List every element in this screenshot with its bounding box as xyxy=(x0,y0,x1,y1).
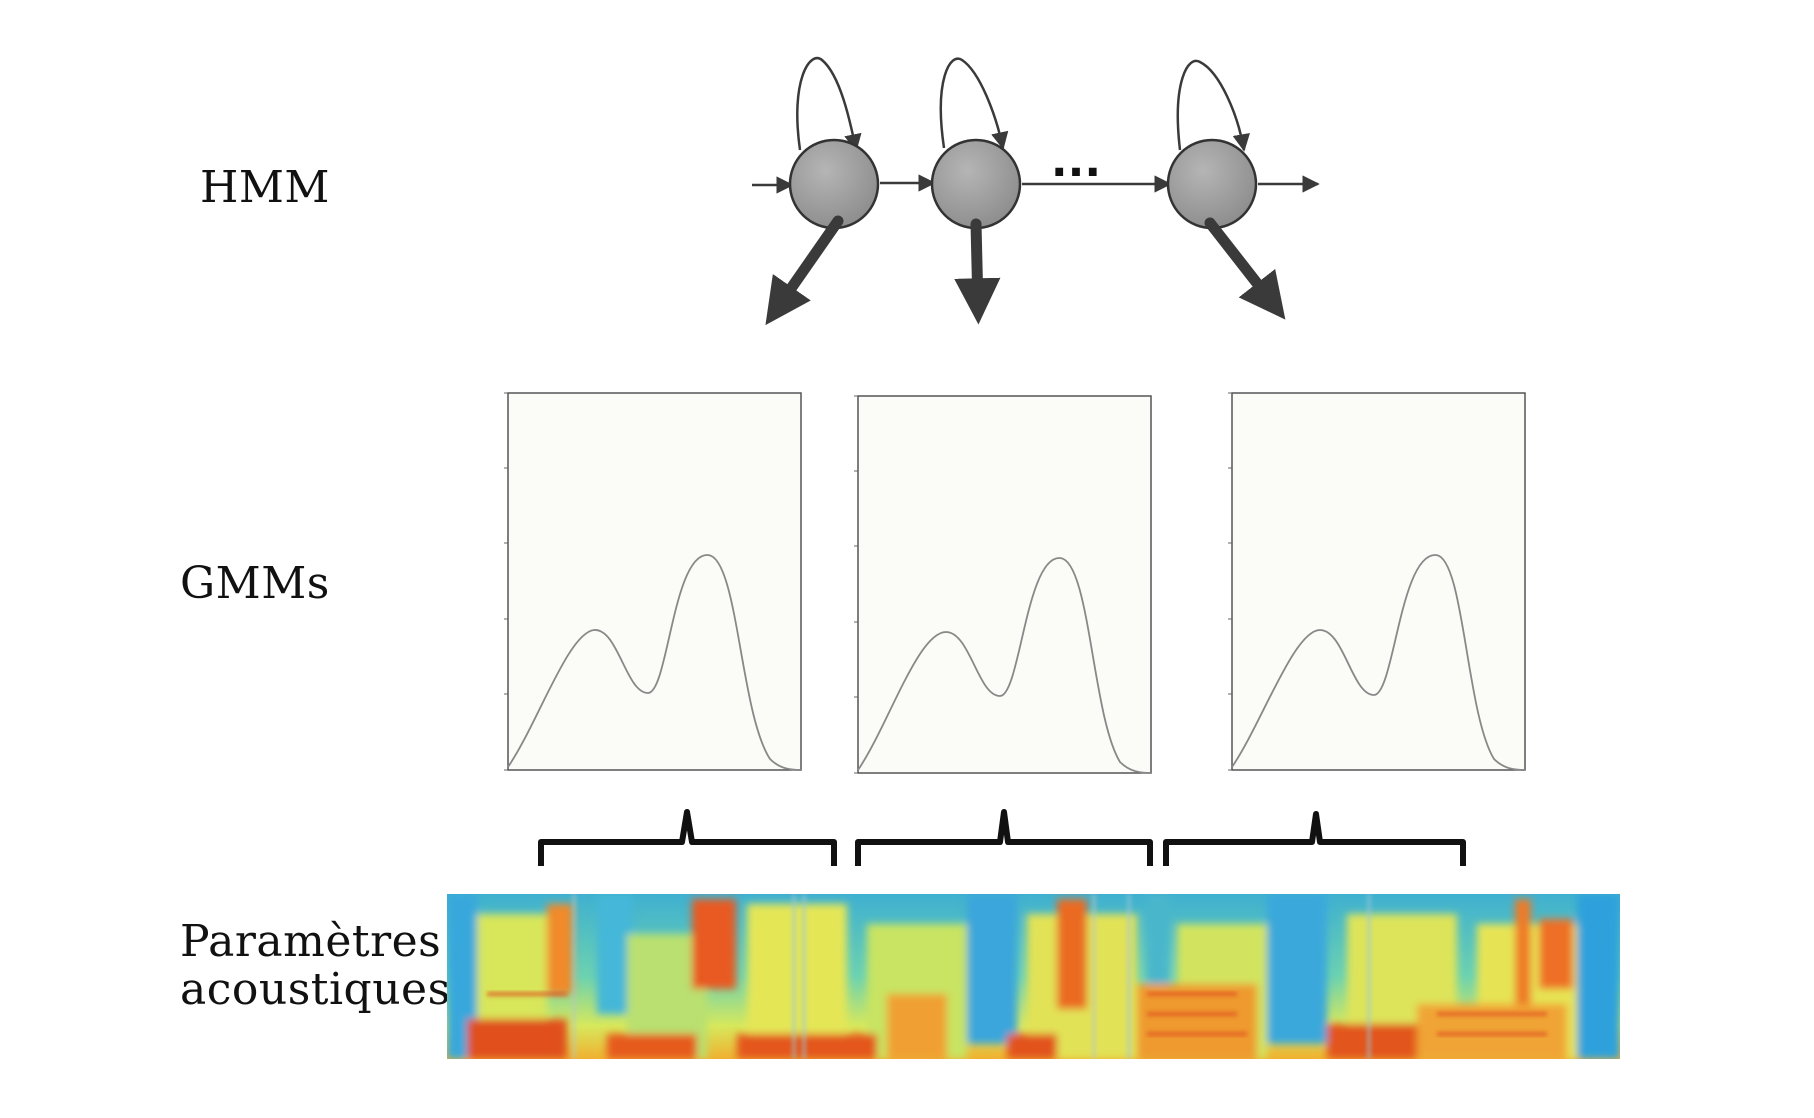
segment-brace xyxy=(538,809,837,866)
self-loop-arrow xyxy=(939,57,1009,150)
self-loop-arrow xyxy=(796,57,862,152)
acoustic-label-line2: acoustiques xyxy=(180,964,451,1016)
ellipsis: ... xyxy=(1051,136,1101,187)
emission-arrow xyxy=(1204,217,1286,320)
emission-arrow xyxy=(765,215,844,326)
gmm-panels xyxy=(504,392,1526,774)
gmm-panel xyxy=(504,392,802,771)
segment-brace xyxy=(1163,811,1466,866)
segment-brace xyxy=(855,809,1153,866)
spectrogram-image xyxy=(447,894,1620,1059)
gmm-panel xyxy=(1228,392,1526,771)
segment-braces xyxy=(538,809,1466,866)
gmm-panel xyxy=(854,395,1152,774)
emission-arrow xyxy=(954,218,1001,325)
hmm-label: HMM xyxy=(200,162,330,213)
hmm-state xyxy=(930,138,1022,230)
self-loop-arrow xyxy=(1176,59,1250,152)
acoustic-parameters-label: Paramètres acoustiques xyxy=(180,916,451,1016)
spectrogram xyxy=(447,894,1620,1059)
hmm-chain: ... xyxy=(752,57,1320,326)
acoustic-label-line1: Paramètres xyxy=(180,916,442,967)
gmm-density-curve xyxy=(507,554,802,771)
gmm-label: GMMs xyxy=(180,558,330,609)
hmm-state xyxy=(788,138,880,230)
gmm-density-curve xyxy=(1231,554,1526,771)
gmm-density-curve xyxy=(857,557,1152,774)
hmm-state xyxy=(1166,138,1258,230)
